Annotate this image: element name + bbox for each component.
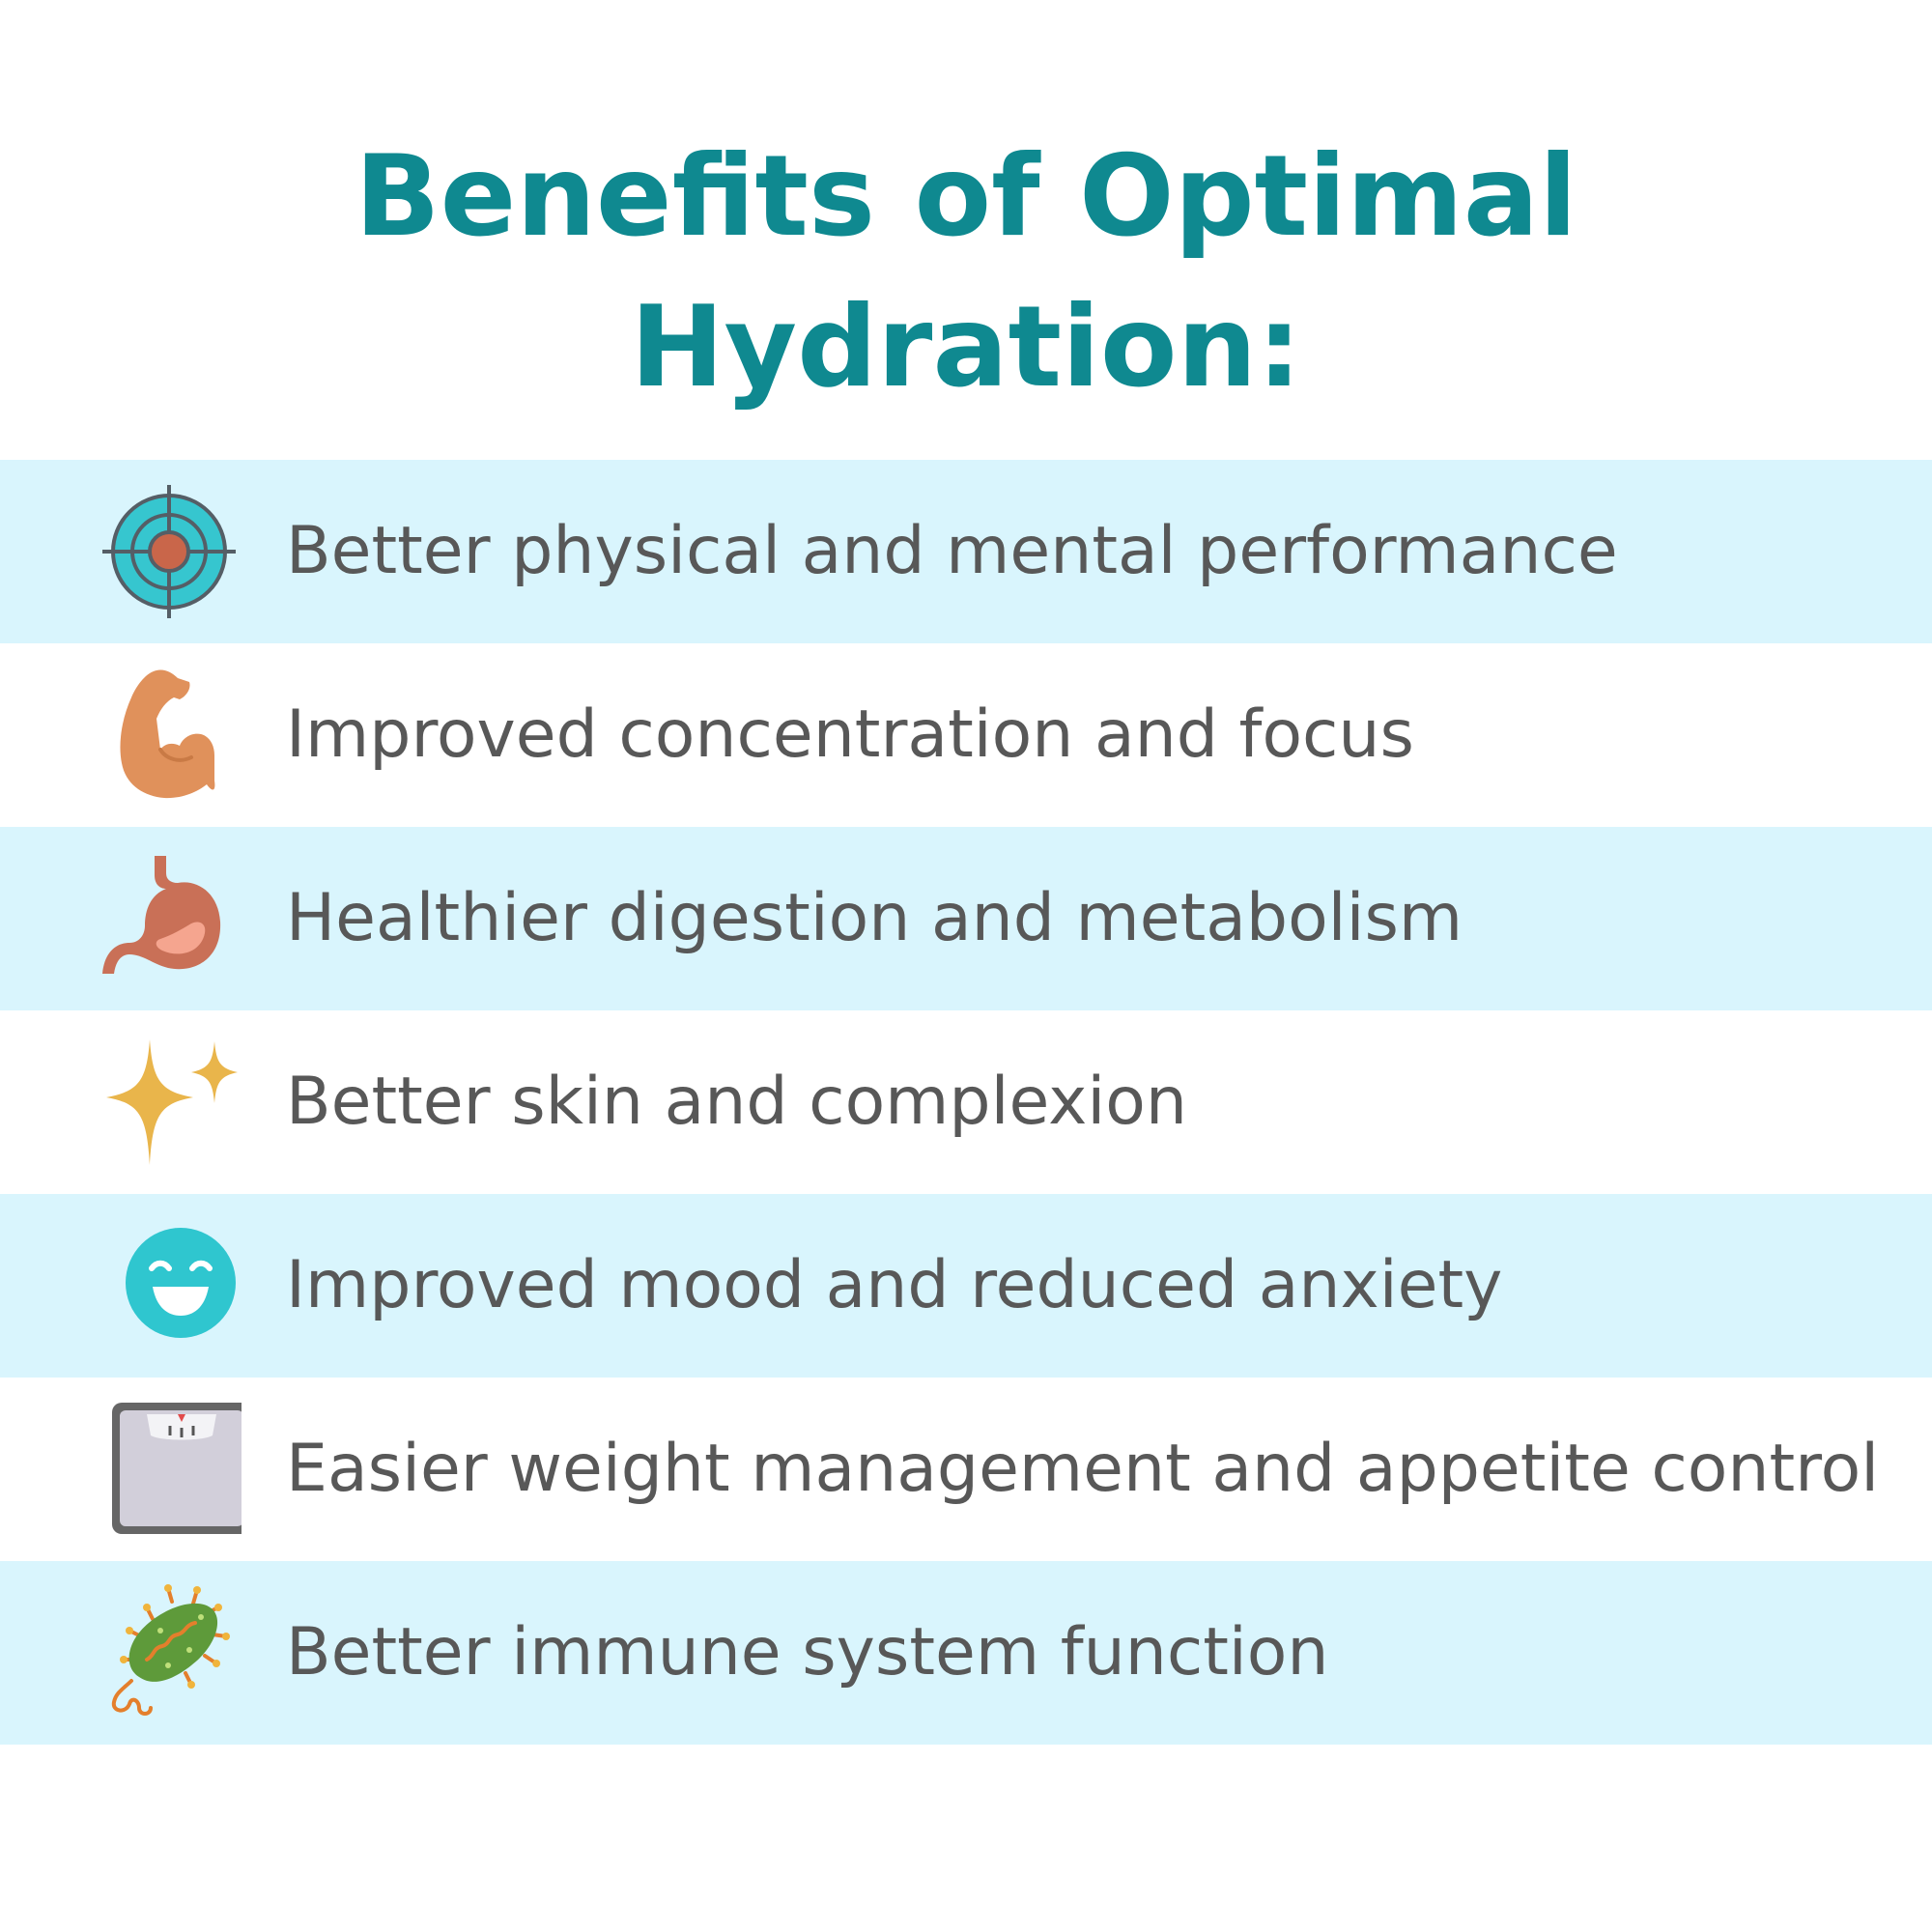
benefit-label: Better skin and complexion	[286, 1064, 1187, 1140]
weight-scale-icon	[97, 1397, 242, 1542]
benefit-label: Healthier digestion and metabolism	[286, 880, 1463, 956]
benefit-row-performance: Better physical and mental performance	[0, 460, 1932, 643]
flexed-bicep-icon	[97, 663, 242, 808]
stomach-icon	[97, 846, 242, 991]
title-line-2: Hydration:	[630, 282, 1302, 412]
bacteria-icon	[97, 1580, 242, 1725]
benefit-row-weight: Easier weight management and appetite co…	[0, 1378, 1932, 1561]
page-title: Benefits of Optimal Hydration:	[0, 122, 1932, 423]
benefit-label: Better physical and mental performance	[286, 513, 1618, 589]
benefit-label: Easier weight management and appetite co…	[286, 1431, 1880, 1507]
benefit-label: Improved concentration and focus	[286, 696, 1414, 773]
benefits-list: Better physical and mental performance I…	[0, 460, 1932, 1745]
benefit-label: Better immune system function	[286, 1614, 1329, 1690]
title-line-1: Benefits of Optimal	[355, 131, 1577, 262]
benefit-row-digestion: Healthier digestion and metabolism	[0, 827, 1932, 1010]
sparkles-icon	[97, 1030, 242, 1175]
benefit-row-concentration: Improved concentration and focus	[0, 643, 1932, 827]
benefit-label: Improved mood and reduced anxiety	[286, 1247, 1503, 1323]
target-icon	[97, 479, 242, 624]
benefit-row-mood: Improved mood and reduced anxiety	[0, 1194, 1932, 1378]
benefit-row-immune: Better immune system function	[0, 1561, 1932, 1745]
smiley-face-icon	[97, 1213, 242, 1358]
benefit-row-skin: Better skin and complexion	[0, 1010, 1932, 1194]
